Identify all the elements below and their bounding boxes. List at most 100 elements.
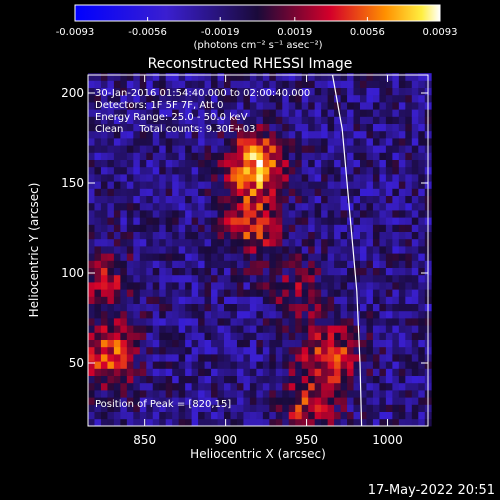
heatmap-cell: [88, 138, 95, 146]
heatmap-cell: [418, 418, 426, 427]
heatmap-cell: [282, 411, 290, 420]
heatmap-cell: [372, 354, 380, 362]
heatmap-cell: [262, 325, 270, 333]
heatmap-cell: [392, 231, 400, 240]
heatmap-cell: [334, 390, 341, 398]
heatmap-cell: [321, 296, 329, 304]
heatmap-cell: [100, 188, 108, 196]
heatmap-cell: [159, 116, 167, 124]
heatmap-cell: [198, 246, 205, 254]
heatmap-cell: [347, 123, 354, 132]
heatmap-cell: [340, 80, 348, 88]
heatmap-cell: [327, 80, 335, 88]
heatmap-cell: [133, 390, 141, 398]
heatmap-cell: [411, 397, 419, 405]
heatmap-cell: [88, 375, 95, 384]
heatmap-cell: [100, 289, 108, 297]
heatmap-cell: [340, 267, 348, 276]
heatmap-cell: [295, 224, 303, 232]
heatmap-cell: [314, 87, 322, 96]
heatmap-cell: [372, 253, 380, 261]
heatmap-cell: [262, 238, 270, 247]
heatmap-cell: [159, 361, 167, 369]
heatmap-cell: [334, 123, 341, 132]
heatmap-cell: [120, 138, 128, 146]
heatmap-cell: [295, 260, 303, 268]
heatmap-cell: [385, 310, 393, 319]
heatmap-cell: [288, 174, 296, 182]
heatmap-cell: [126, 210, 134, 218]
heatmap-cell: [372, 246, 380, 254]
heatmap-cell: [269, 159, 277, 168]
heatmap-cell: [100, 102, 108, 110]
heatmap-cell: [100, 382, 108, 391]
heatmap-cell: [236, 102, 244, 110]
heatmap-cell: [327, 339, 335, 348]
heatmap-cell: [256, 73, 264, 81]
heatmap-cell: [146, 80, 154, 88]
heatmap-cell: [405, 296, 413, 304]
heatmap-cell: [165, 325, 173, 333]
heatmap-cell: [204, 354, 212, 362]
heatmap-cell: [94, 375, 102, 384]
heatmap-cell: [275, 274, 283, 283]
heatmap-cell: [327, 282, 335, 290]
heatmap-cell: [133, 246, 141, 254]
heatmap-cell: [353, 210, 361, 218]
heatmap-cell: [379, 397, 387, 405]
heatmap-cell: [204, 253, 212, 261]
heatmap-cell: [314, 260, 322, 268]
heatmap-cell: [172, 418, 180, 427]
heatmap-cell: [366, 166, 374, 175]
heatmap-cell: [230, 332, 238, 340]
heatmap-cell: [249, 397, 257, 405]
heatmap-cell: [230, 80, 238, 88]
heatmap-cell: [204, 289, 212, 297]
heatmap-cell: [107, 332, 115, 340]
heatmap-cell: [236, 267, 244, 276]
heatmap-cell: [372, 411, 380, 420]
heatmap-cell: [385, 123, 393, 132]
heatmap-cell: [353, 411, 361, 420]
heatmap-cell: [392, 159, 400, 168]
heatmap-cell: [418, 339, 426, 348]
heatmap-cell: [120, 404, 128, 412]
heatmap-cell: [256, 188, 264, 196]
heatmap-cell: [334, 195, 341, 204]
heatmap-cell: [172, 159, 180, 168]
heatmap-cell: [185, 109, 193, 117]
heatmap-cell: [353, 188, 361, 196]
heatmap-cell: [411, 253, 419, 261]
heatmap-cell: [172, 361, 180, 369]
heatmap-cell: [379, 354, 387, 362]
heatmap-cell: [217, 282, 225, 290]
heatmap-cell: [366, 368, 374, 376]
heatmap-cell: [185, 310, 193, 319]
heatmap-cell: [172, 368, 180, 376]
heatmap-cell: [327, 390, 335, 398]
heatmap-cell: [366, 174, 374, 182]
heatmap-cell: [236, 346, 244, 355]
heatmap-cell: [152, 159, 160, 168]
heatmap-cell: [301, 397, 309, 405]
heatmap-cell: [275, 382, 283, 391]
heatmap-cell: [236, 303, 244, 312]
heatmap-cell: [340, 94, 348, 103]
heatmap-cell: [379, 181, 387, 189]
heatmap-cell: [372, 174, 380, 182]
heatmap-cell: [411, 116, 419, 124]
heatmap-cell: [360, 296, 367, 304]
heatmap-cell: [360, 397, 367, 405]
heatmap-cell: [340, 87, 348, 96]
heatmap-cell: [107, 339, 115, 348]
heatmap-cell: [211, 361, 218, 369]
heatmap-cell: [411, 159, 419, 168]
heatmap-cell: [301, 188, 309, 196]
heatmap-cell: [120, 202, 128, 211]
heatmap-cell: [152, 253, 160, 261]
heatmap-cell: [159, 238, 167, 247]
heatmap-cell: [372, 296, 380, 304]
heatmap-cell: [94, 224, 102, 232]
heatmap-cell: [353, 382, 361, 391]
heatmap-cell: [347, 109, 354, 117]
